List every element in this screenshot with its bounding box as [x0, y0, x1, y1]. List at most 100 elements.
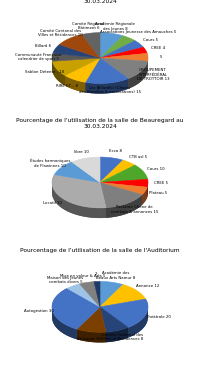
Polygon shape: [142, 195, 147, 204]
Polygon shape: [52, 64, 65, 79]
Text: Annonce 12: Annonce 12: [136, 284, 159, 288]
Polygon shape: [65, 77, 85, 85]
Polygon shape: [147, 57, 148, 66]
Polygon shape: [147, 187, 148, 196]
Polygon shape: [106, 334, 128, 340]
Polygon shape: [106, 195, 142, 218]
Polygon shape: [147, 62, 148, 71]
Polygon shape: [106, 328, 128, 333]
Polygon shape: [77, 332, 106, 336]
Polygon shape: [85, 85, 128, 91]
Polygon shape: [100, 160, 135, 182]
Polygon shape: [53, 44, 100, 58]
Polygon shape: [147, 188, 148, 198]
Polygon shape: [100, 157, 123, 182]
Text: Communauté Française
calendrier de sport 5: Communauté Française calendrier de sport…: [15, 53, 62, 61]
Polygon shape: [85, 81, 128, 87]
Polygon shape: [52, 182, 106, 217]
Polygon shape: [52, 291, 77, 333]
Text: CREE 5: CREE 5: [154, 181, 168, 185]
Polygon shape: [106, 195, 142, 209]
Polygon shape: [85, 86, 128, 92]
Polygon shape: [128, 61, 148, 89]
Polygon shape: [100, 33, 123, 58]
Polygon shape: [106, 202, 142, 216]
Text: Académie des
Beaux Arts Namur 8: Académie des Beaux Arts Namur 8: [96, 271, 135, 280]
Polygon shape: [52, 53, 100, 61]
Polygon shape: [128, 299, 148, 329]
Text: Plateau 5: Plateau 5: [149, 192, 167, 196]
Polygon shape: [85, 79, 128, 93]
Text: Réclame Chêne de
combats & annonces 15: Réclame Chêne de combats & annonces 15: [111, 205, 158, 214]
Polygon shape: [128, 61, 148, 80]
Polygon shape: [147, 58, 148, 67]
Polygon shape: [128, 302, 148, 331]
Polygon shape: [128, 67, 148, 86]
Polygon shape: [52, 297, 77, 339]
Polygon shape: [100, 47, 147, 58]
Polygon shape: [59, 34, 100, 58]
Polygon shape: [106, 335, 128, 341]
Text: Artisanat 10: Artisanat 10: [77, 337, 100, 341]
Polygon shape: [147, 56, 148, 65]
Polygon shape: [147, 182, 148, 198]
Polygon shape: [52, 184, 106, 218]
Polygon shape: [72, 157, 100, 182]
Text: GROUPEMENT
INTERFÉDÉRAL
DE TROTTOIR 13: GROUPEMENT INTERFÉDÉRAL DE TROTTOIR 13: [137, 68, 169, 81]
Polygon shape: [52, 61, 65, 86]
Polygon shape: [52, 69, 65, 84]
Text: Études harmoniques
de Flawinnes 10: Études harmoniques de Flawinnes 10: [30, 159, 70, 168]
Polygon shape: [128, 304, 148, 334]
Polygon shape: [106, 199, 142, 213]
Polygon shape: [106, 330, 128, 336]
Polygon shape: [77, 337, 106, 341]
Polygon shape: [52, 293, 77, 336]
Polygon shape: [52, 67, 65, 83]
Polygon shape: [52, 55, 53, 64]
Text: Associations Jeunesse des Amauches 5: Associations Jeunesse des Amauches 5: [100, 31, 176, 34]
Polygon shape: [52, 295, 77, 337]
Polygon shape: [100, 179, 148, 187]
Text: RIRE ET... 8: RIRE ET... 8: [56, 84, 78, 87]
Polygon shape: [128, 305, 148, 335]
Polygon shape: [128, 65, 148, 84]
Title: Pourcentage de l'utilisation de la salle de l'Interfédérale au 30.03.2024: Pourcentage de l'utilisation de la salle…: [13, 0, 187, 5]
Polygon shape: [106, 200, 142, 214]
Polygon shape: [100, 182, 147, 195]
Polygon shape: [128, 307, 148, 336]
Text: libre 10: libre 10: [74, 150, 88, 153]
Polygon shape: [52, 175, 106, 208]
Polygon shape: [52, 175, 106, 209]
Polygon shape: [106, 204, 142, 218]
Polygon shape: [52, 53, 53, 63]
Polygon shape: [85, 58, 128, 83]
Polygon shape: [106, 196, 142, 210]
Polygon shape: [142, 187, 147, 205]
Polygon shape: [128, 70, 148, 89]
Polygon shape: [85, 79, 128, 85]
Polygon shape: [52, 307, 77, 339]
Text: Les Billard(s) (Chiens
des Batailles & associations) 15: Les Billard(s) (Chiens des Batailles & a…: [79, 86, 141, 95]
Polygon shape: [65, 75, 85, 92]
Polygon shape: [147, 53, 148, 63]
Polygon shape: [128, 64, 148, 83]
Polygon shape: [147, 181, 148, 190]
Text: Locatif 32: Locatif 32: [43, 201, 62, 205]
Polygon shape: [77, 333, 106, 337]
Polygon shape: [52, 61, 53, 70]
Text: Comité Cantonal des
Villes et Résidences 8: Comité Cantonal des Villes et Résidences…: [101, 333, 144, 342]
Polygon shape: [65, 81, 85, 89]
Polygon shape: [106, 197, 142, 211]
Text: Billard 6: Billard 6: [35, 44, 51, 48]
Text: Mise en valeur & Arts 5: Mise en valeur & Arts 5: [60, 274, 106, 277]
Text: 2: 2: [95, 273, 97, 276]
Polygon shape: [100, 53, 148, 61]
Polygon shape: [142, 196, 147, 205]
Polygon shape: [147, 185, 148, 195]
Polygon shape: [65, 78, 85, 86]
Polygon shape: [80, 282, 100, 307]
Polygon shape: [100, 182, 142, 208]
Polygon shape: [52, 292, 77, 334]
Polygon shape: [128, 307, 148, 338]
Polygon shape: [65, 83, 85, 91]
